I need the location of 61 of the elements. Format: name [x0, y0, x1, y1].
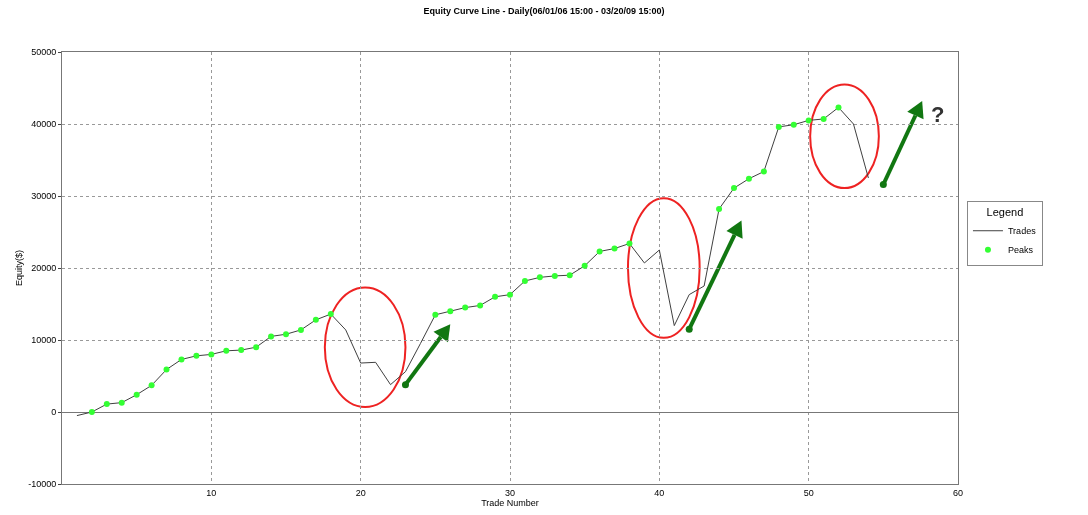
point [253, 344, 260, 351]
point [283, 331, 289, 338]
line-series [76, 106, 869, 417]
point [238, 347, 245, 354]
legend-title: Legend [986, 206, 1024, 219]
point [745, 175, 752, 182]
y-tick-label: 10000 [31, 335, 57, 346]
chart-title: Equity Curve Line - Daily(06/01/06 15:00 - 03/20/09 15:00) [423, 6, 665, 17]
point [760, 168, 767, 175]
x-tick-label: 60 [952, 487, 964, 498]
x-tick-label: 30 [504, 487, 516, 498]
legend-label: Trades [1007, 226, 1037, 237]
point [507, 291, 513, 298]
x-tick-label: 10 [206, 487, 217, 498]
point [716, 205, 723, 212]
x-tick-label: 20 [355, 487, 366, 498]
y-tick-label: 0 [51, 407, 57, 418]
y-tick-label: 20000 [31, 263, 57, 274]
point [581, 262, 588, 269]
point [775, 123, 782, 130]
point [551, 272, 558, 279]
point [820, 115, 827, 122]
legend-label: Peaks [1007, 245, 1034, 256]
point [566, 272, 573, 279]
point [268, 333, 275, 340]
point [312, 316, 319, 323]
point [163, 366, 170, 373]
y-tick-label: -10000 [28, 479, 57, 490]
point [462, 304, 469, 311]
point [193, 352, 200, 359]
y-tick-label: 50000 [31, 47, 57, 58]
x-tick-label: 40 [654, 487, 665, 498]
point [731, 185, 737, 192]
point [477, 302, 484, 309]
y-tick-label: 40000 [31, 119, 57, 130]
point [432, 311, 439, 318]
point [223, 347, 230, 354]
point [148, 382, 155, 389]
point [596, 248, 603, 255]
point [626, 240, 633, 247]
point [178, 356, 185, 363]
point [611, 245, 618, 252]
point [492, 293, 499, 300]
point [790, 121, 797, 128]
point [133, 391, 140, 398]
point [297, 326, 304, 333]
point [208, 351, 215, 358]
point [447, 308, 454, 315]
point [536, 274, 543, 281]
point [835, 104, 842, 111]
point [327, 311, 334, 318]
y-tick-label: 30000 [31, 191, 57, 202]
x-axis-title: Trade Number [481, 497, 539, 508]
point [521, 277, 528, 284]
point [103, 401, 110, 408]
point [118, 399, 125, 406]
point [805, 117, 812, 124]
point [88, 409, 95, 415]
annotation: ? [931, 101, 945, 127]
y-axis-title: Equity($) [13, 249, 24, 287]
x-tick-label: 50 [803, 487, 814, 498]
